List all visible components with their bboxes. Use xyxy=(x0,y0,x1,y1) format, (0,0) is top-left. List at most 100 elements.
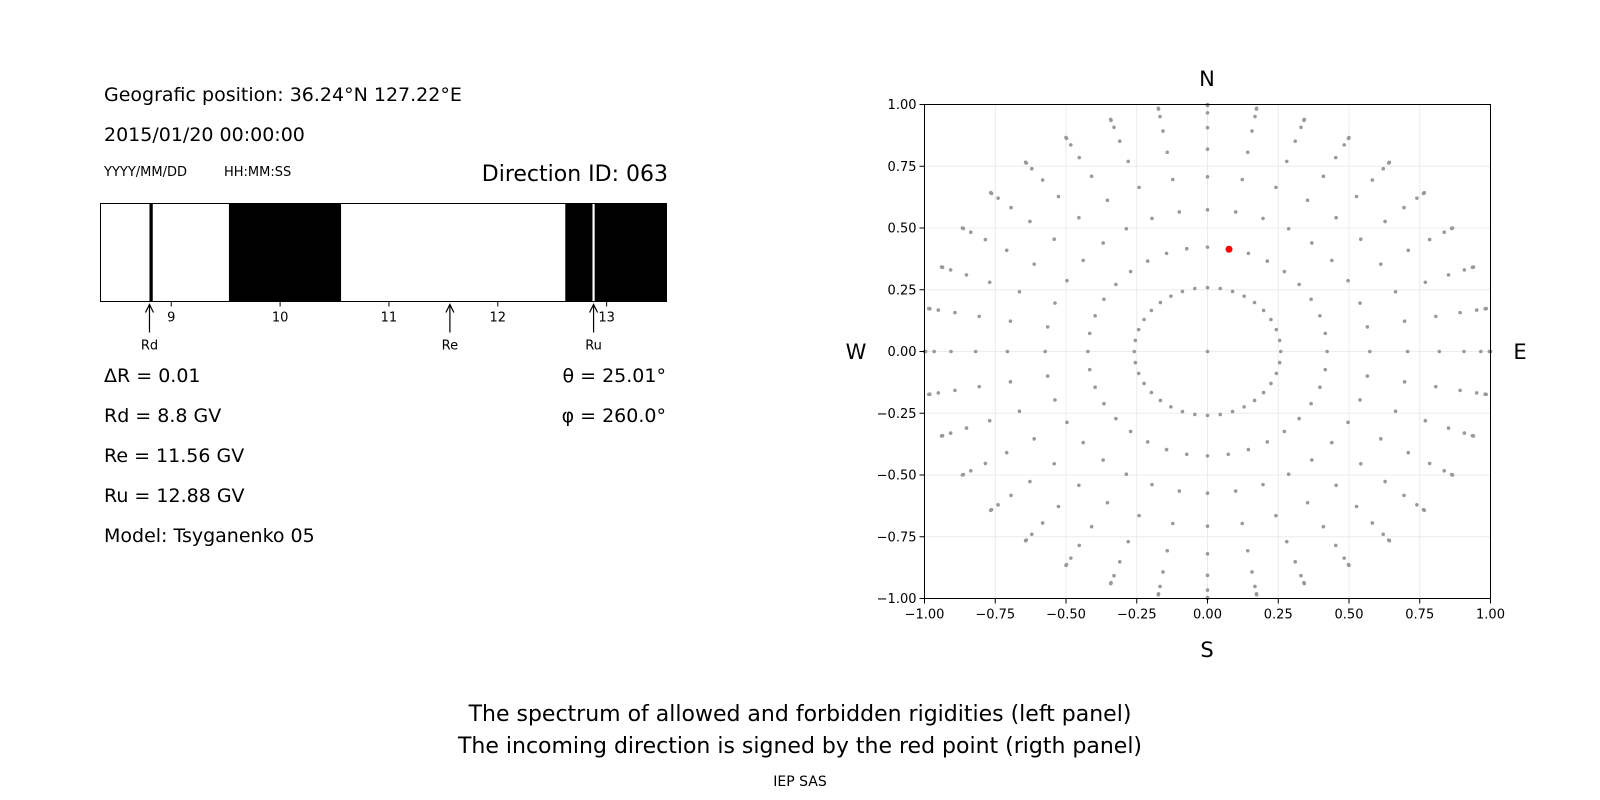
time-format-label: HH:MM:SS xyxy=(224,165,292,180)
grid-point xyxy=(1358,461,1363,466)
grid-point xyxy=(1008,380,1013,384)
grid-point xyxy=(1177,489,1182,493)
grid-point xyxy=(1102,297,1106,302)
spectrum-tick-label: 11 xyxy=(381,311,398,326)
grid-point xyxy=(1334,483,1338,488)
grid-point xyxy=(936,391,941,395)
grid-point xyxy=(939,434,944,438)
grid-point xyxy=(1218,286,1223,291)
grid-point xyxy=(1009,205,1013,210)
grid-point xyxy=(1383,479,1387,484)
grid-point xyxy=(1265,440,1270,444)
delta-r: ΔR = 0.01 xyxy=(104,365,201,387)
grid-point xyxy=(1347,135,1351,140)
grid-point xyxy=(1261,216,1265,221)
grid-point xyxy=(1450,473,1455,477)
grid-point xyxy=(1205,588,1210,592)
grid-point xyxy=(1293,560,1298,564)
grid-point xyxy=(1165,548,1170,553)
grid-point xyxy=(1422,508,1427,513)
grid-point xyxy=(1484,306,1489,311)
grid-point xyxy=(1145,440,1150,444)
grid-point xyxy=(1205,573,1210,578)
grid-point xyxy=(1471,265,1476,269)
grid-point xyxy=(1387,538,1392,543)
grid-point xyxy=(1056,194,1061,199)
grid-point xyxy=(1205,111,1210,115)
grid-point xyxy=(1302,581,1307,586)
grid-point xyxy=(948,431,953,435)
grid-point xyxy=(1433,384,1438,389)
x-tick-label: −1.00 xyxy=(905,608,945,623)
grid-point xyxy=(1277,360,1282,365)
grid-point xyxy=(1023,160,1028,165)
grid-point xyxy=(1086,349,1090,354)
rigidity-marker-label: Rd xyxy=(141,339,158,354)
grid-point xyxy=(1093,385,1097,390)
geographic-position: Geografic position: 36.24°N 127.22°E xyxy=(104,84,462,106)
grid-point xyxy=(1132,349,1137,354)
grid-point xyxy=(932,349,936,354)
forbidden-band xyxy=(565,203,593,302)
grid-point xyxy=(1032,262,1036,266)
x-tick-label: 1.00 xyxy=(1476,608,1505,623)
grid-point xyxy=(1358,301,1362,305)
grid-point xyxy=(1446,273,1451,277)
grid-point xyxy=(1142,381,1146,386)
grid-point xyxy=(1365,374,1370,378)
spectrum-tick-label: 13 xyxy=(598,311,615,326)
grid-point xyxy=(1045,325,1050,329)
x-tick-label: 0.25 xyxy=(1264,608,1293,623)
grid-point xyxy=(1205,208,1210,212)
rigidity-arrow-head xyxy=(589,303,599,313)
grid-point xyxy=(1393,289,1398,294)
grid-point xyxy=(1150,482,1154,487)
grid-point xyxy=(1023,538,1028,543)
grid-point xyxy=(1108,581,1113,586)
direction-id: Direction ID: 063 xyxy=(481,162,668,187)
grid-point xyxy=(1330,258,1334,263)
grid-point xyxy=(1052,237,1057,242)
y-tick-label: −1.00 xyxy=(877,592,917,607)
grid-point xyxy=(983,461,988,466)
grid-point xyxy=(1032,437,1036,441)
grid-point xyxy=(1028,479,1032,484)
y-tick-label: 0.50 xyxy=(888,222,917,237)
grid-point xyxy=(1370,178,1375,182)
x-tick-label: −0.75 xyxy=(975,608,1015,623)
grid-point xyxy=(1415,196,1419,200)
grid-point xyxy=(1305,500,1310,505)
grid-point xyxy=(1368,349,1372,354)
scatter-y-ticks: 1.00 0.75 0.50 0.25 0.00 −0.25 −0.50 −0.75 −1.00 xyxy=(877,98,925,607)
grid-point xyxy=(1164,251,1169,256)
direction-scatter-chart: −1.00 −0.75 −0.50 −0.25 0.00 0.25 0.50 0.75 1.00… xyxy=(846,67,1527,662)
grid-point xyxy=(1334,215,1338,220)
grid-point xyxy=(1184,246,1189,251)
grid-point xyxy=(1128,429,1133,434)
grid-point xyxy=(1004,450,1009,455)
grid-point xyxy=(1077,155,1082,160)
grid-point xyxy=(1299,125,1303,130)
grid-point xyxy=(996,503,1000,507)
x-tick-label: −0.50 xyxy=(1046,608,1086,623)
grid-point xyxy=(964,426,969,430)
grid-point xyxy=(1064,135,1068,140)
spectrum-markers: Rd Re Ru xyxy=(141,303,602,354)
grid-point xyxy=(1253,114,1257,119)
grid-point xyxy=(1170,177,1175,182)
grid-point xyxy=(1318,385,1322,390)
grid-point xyxy=(1156,592,1161,597)
grid-point xyxy=(1321,174,1326,179)
spectrum-tick-label: 12 xyxy=(490,311,507,326)
grid-point xyxy=(1299,573,1303,578)
grid-point xyxy=(1087,331,1092,336)
grid-point xyxy=(1004,248,1009,253)
grid-point xyxy=(1230,409,1235,414)
grid-point xyxy=(1297,282,1301,287)
grid-point xyxy=(1383,219,1387,224)
grid-point xyxy=(1081,440,1085,445)
grid-point xyxy=(1305,198,1310,203)
date-format-label: YYYY/MM/DD xyxy=(104,165,187,180)
grid-point xyxy=(936,308,941,312)
grid-point xyxy=(1124,472,1129,476)
